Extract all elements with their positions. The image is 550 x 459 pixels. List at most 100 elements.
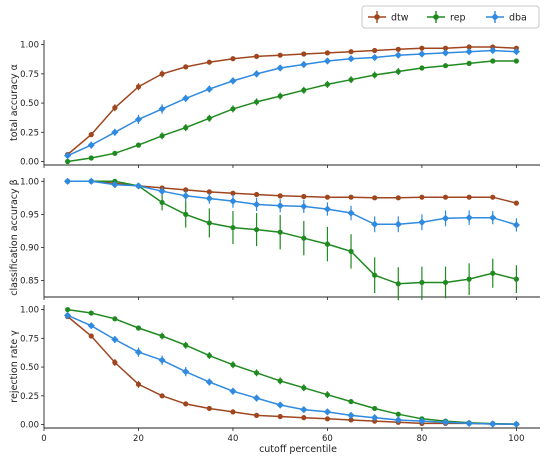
data-point-dba xyxy=(158,187,166,195)
data-point-dtw xyxy=(490,194,496,200)
data-point-dba xyxy=(87,177,95,185)
data-point-rep xyxy=(348,77,354,83)
data-point-dtw xyxy=(324,194,331,200)
y-axis-label: total accuracy α xyxy=(9,64,20,141)
y-tick-label: 0.75 xyxy=(20,70,39,80)
data-point-dba xyxy=(252,70,261,78)
series-dba xyxy=(64,46,520,160)
panels: 0.00 0.25 0.50 0.75 1.00 total accuracy α 0.85… xyxy=(9,40,540,455)
data-point-dba xyxy=(512,420,520,428)
data-point-dtw xyxy=(301,193,307,200)
legend-label-rep: rep xyxy=(450,13,466,24)
data-point-dba xyxy=(87,322,95,330)
data-point-rep xyxy=(466,276,472,282)
data-point-rep xyxy=(301,87,307,93)
data-point-dtw xyxy=(206,189,212,195)
data-point-dba xyxy=(182,192,190,200)
data-point-rep xyxy=(159,199,165,206)
data-point-dba xyxy=(229,197,237,205)
x-tick-label: 40 xyxy=(228,434,239,444)
data-point-dtw xyxy=(159,393,165,399)
data-point-dba xyxy=(512,221,520,229)
data-point-dba xyxy=(418,218,426,226)
data-point-dba xyxy=(252,200,261,209)
data-point-rep xyxy=(88,310,94,316)
data-point-dba xyxy=(111,128,119,136)
legend-item-rep: rep xyxy=(427,11,466,24)
data-point-rep xyxy=(324,81,331,87)
y-tick-label: 1.00 xyxy=(20,177,39,187)
data-point-rep xyxy=(419,65,425,71)
data-point-dtw xyxy=(159,71,165,77)
data-point-rep xyxy=(65,306,71,313)
data-point-rep xyxy=(206,220,212,226)
data-point-dtw xyxy=(206,405,212,412)
series-dtw xyxy=(65,44,519,158)
data-point-dtw xyxy=(348,194,354,200)
y-tick-label: 1.00 xyxy=(20,41,39,51)
series-line-dba xyxy=(67,49,517,157)
data-point-dtw xyxy=(277,413,283,420)
data-point-dba xyxy=(394,416,402,424)
data-point-rep xyxy=(159,133,165,139)
data-point-dba xyxy=(87,141,95,149)
data-point-dba xyxy=(111,181,119,189)
x-tick-label: 60 xyxy=(322,434,333,444)
data-point-rep xyxy=(135,142,142,148)
data-point-rep xyxy=(372,72,378,78)
data-point-rep xyxy=(348,248,354,254)
y-tick-label: 0.50 xyxy=(20,363,39,373)
data-point-dba xyxy=(205,194,213,203)
data-point-rep xyxy=(442,279,449,286)
data-point-dtw xyxy=(348,417,354,423)
data-point-rep xyxy=(253,99,260,105)
series-line-rep xyxy=(67,180,517,285)
y-tick-label: 0.00 xyxy=(20,421,39,431)
y-axis-label: classification accuracy β xyxy=(9,179,20,295)
data-point-dtw xyxy=(324,50,331,56)
y-tick-label: 0.25 xyxy=(20,392,39,402)
data-point-dtw xyxy=(253,191,260,198)
data-point-dba xyxy=(347,411,355,419)
data-point-dba xyxy=(134,348,143,356)
data-point-dba xyxy=(134,115,143,124)
data-point-dba xyxy=(229,77,237,85)
legend-marker-dtw xyxy=(374,14,380,20)
x-tick-label: 0 xyxy=(41,434,46,444)
x-axis-label: cutoff percentile xyxy=(259,444,337,455)
data-point-dtw xyxy=(112,105,118,111)
data-point-dba xyxy=(300,406,308,414)
data-point-dtw xyxy=(301,51,307,57)
data-point-rep xyxy=(88,155,94,161)
series-line-rep xyxy=(67,308,517,425)
data-point-dtw xyxy=(513,200,519,206)
data-point-dtw xyxy=(88,132,94,138)
data-point-dtw xyxy=(442,194,449,200)
data-point-dba xyxy=(182,94,190,103)
data-point-dtw xyxy=(324,416,331,422)
series-rep xyxy=(65,58,519,165)
data-point-dtw xyxy=(277,193,283,199)
data-point-dtw xyxy=(230,56,236,62)
series-dba xyxy=(64,177,520,233)
legend-item-dba: dba xyxy=(486,11,527,24)
data-point-dba xyxy=(418,417,426,425)
data-point-dba xyxy=(371,220,379,228)
data-point-rep xyxy=(277,93,283,99)
data-point-rep xyxy=(159,333,165,339)
data-point-rep xyxy=(206,115,212,121)
data-point-rep xyxy=(419,279,425,286)
data-point-dtw xyxy=(253,412,260,418)
data-point-rep xyxy=(324,392,331,398)
data-point-dtw xyxy=(419,45,425,51)
series-rep xyxy=(65,306,519,427)
data-point-dtw xyxy=(372,47,378,54)
data-point-dba xyxy=(441,214,450,222)
data-point-dba xyxy=(347,55,355,63)
data-point-rep xyxy=(490,58,496,64)
data-point-dtw xyxy=(466,194,472,200)
data-point-rep xyxy=(277,229,283,235)
data-point-dtw xyxy=(277,52,283,58)
